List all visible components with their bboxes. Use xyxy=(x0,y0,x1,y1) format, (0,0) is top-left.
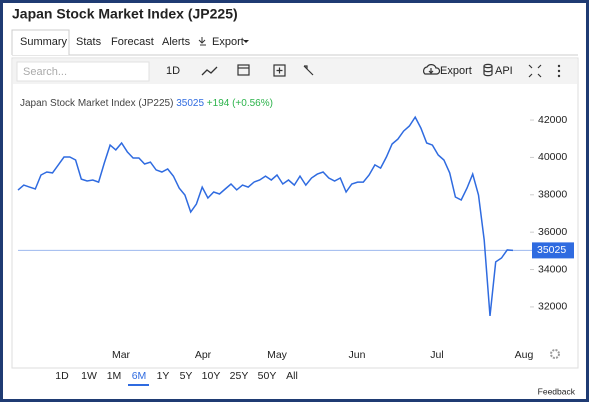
range-button[interactable]: All xyxy=(286,370,298,382)
active-tab xyxy=(11,29,70,55)
toolbar-icons xyxy=(237,63,542,78)
line-icon[interactable] xyxy=(201,66,218,76)
tab[interactable]: Summary xyxy=(20,36,68,48)
range-button[interactable]: 50Y xyxy=(258,370,277,382)
tab[interactable]: Stats xyxy=(76,36,102,48)
range-button[interactable]: 10Y xyxy=(202,370,221,382)
export-caret xyxy=(243,40,249,43)
interval[interactable]: 1D xyxy=(166,65,180,77)
y-tick-label: 32000 xyxy=(538,301,567,313)
legend-title: Japan Stock Market Index (JP225) xyxy=(20,98,173,109)
last-value-box xyxy=(532,242,574,259)
x-tick-label: Apr xyxy=(195,349,212,361)
y-tick-label: 34000 xyxy=(538,263,567,275)
range-button[interactable]: 1W xyxy=(81,370,97,382)
range-button[interactable]: 6M xyxy=(132,370,147,382)
x-tick-label: May xyxy=(267,349,288,361)
add-icon[interactable] xyxy=(273,64,286,77)
x-tick-label: Mar xyxy=(112,349,131,361)
range-button[interactable]: 1Y xyxy=(157,370,170,382)
page-title: Japan Stock Market Index (JP225) xyxy=(12,6,238,22)
cloud-icon[interactable] xyxy=(423,64,441,75)
feedback-link[interactable]: Feedback xyxy=(538,386,576,396)
price-line xyxy=(17,115,514,316)
last-value-label: 35025 xyxy=(537,244,566,256)
legend-change: +194 (+0.56%) xyxy=(207,98,273,109)
x-tick-label: Jun xyxy=(349,349,366,361)
download-icon xyxy=(198,37,206,46)
y-tick-label: 36000 xyxy=(538,226,567,238)
range-button[interactable]: 1M xyxy=(107,370,122,382)
legend-value: 35025 xyxy=(176,98,204,109)
range-button[interactable]: 25Y xyxy=(230,370,249,382)
export-button[interactable]: Export xyxy=(440,65,472,77)
wrench-icon[interactable] xyxy=(303,65,314,76)
y-tick-label: 38000 xyxy=(538,189,567,201)
y-tick-label: 42000 xyxy=(538,114,567,126)
legend: Japan Stock Market Index (JP225) 35025 +… xyxy=(20,98,273,109)
calendar-icon[interactable] xyxy=(237,64,250,76)
settings-icon[interactable] xyxy=(550,349,560,359)
fullscreen-icon[interactable] xyxy=(528,64,542,78)
menu-icon[interactable] xyxy=(557,64,561,78)
x-tick-label: Aug xyxy=(515,349,534,361)
chart-panel xyxy=(11,57,579,369)
search-box[interactable] xyxy=(16,61,150,82)
tab[interactable]: Forecast xyxy=(111,36,154,48)
range-button[interactable]: 1D xyxy=(55,370,69,382)
api-button[interactable]: API xyxy=(495,65,513,77)
search-placeholder[interactable]: Search... xyxy=(23,66,67,78)
range-button[interactable]: 5Y xyxy=(180,370,193,382)
x-tick-label: Jul xyxy=(430,349,443,361)
tab[interactable]: Export xyxy=(212,36,244,48)
tab[interactable]: Alerts xyxy=(162,36,191,48)
y-tick-label: 40000 xyxy=(538,151,567,163)
